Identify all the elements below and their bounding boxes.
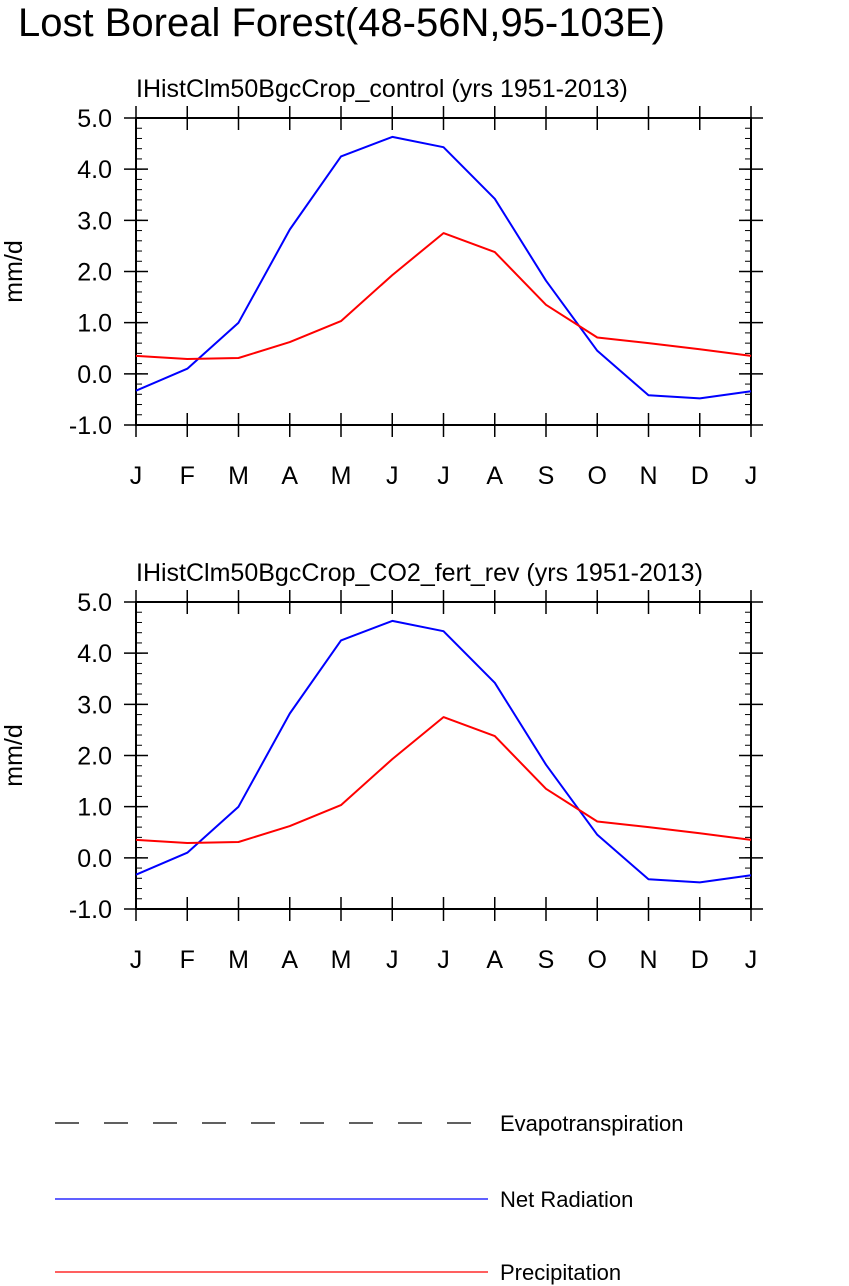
y-axis-label: mm/d — [0, 724, 28, 787]
x-tick-label: M — [331, 946, 352, 974]
x-tick-label: M — [331, 462, 352, 490]
y-tick-label: 1.0 — [77, 794, 112, 822]
y-tick-label: 4.0 — [77, 640, 112, 668]
x-tick-label: F — [180, 462, 195, 490]
x-tick-label: J — [386, 462, 399, 490]
x-tick-label: O — [588, 946, 607, 974]
x-tick-label: A — [486, 946, 503, 974]
x-tick-label: A — [281, 946, 298, 974]
legend-label: Evapotranspiration — [500, 1111, 683, 1136]
x-tick-label: J — [437, 946, 450, 974]
y-tick-label: 5.0 — [77, 589, 112, 617]
series-line-precipitation — [135, 232, 752, 360]
x-tick-label: J — [130, 462, 143, 490]
x-tick-label: D — [691, 946, 709, 974]
y-tick-label: 3.0 — [77, 207, 112, 235]
y-tick-label: 4.0 — [77, 156, 112, 184]
panel-title: IHistClm50BgcCrop_CO2_fert_rev (yrs 1951… — [136, 559, 703, 587]
plot-frame — [135, 601, 752, 910]
plots: IHistClm50BgcCrop_control (yrs 1951-2013… — [0, 75, 763, 974]
x-tick-label: N — [639, 946, 657, 974]
figure-title: Lost Boreal Forest(48-56N,95-103E) — [18, 1, 665, 45]
x-tick-label: J — [130, 946, 143, 974]
x-tick-label: J — [745, 462, 758, 490]
x-tick-label: J — [437, 462, 450, 490]
x-tick-label: J — [386, 946, 399, 974]
y-tick-label: 0.0 — [77, 845, 112, 873]
x-tick-label: M — [228, 946, 249, 974]
legend-label: Precipitation — [500, 1260, 621, 1285]
x-tick-label: J — [745, 946, 758, 974]
x-tick-label: S — [538, 462, 555, 490]
y-tick-label: -1.0 — [69, 896, 112, 924]
x-tick-label: A — [281, 462, 298, 490]
x-tick-label: O — [588, 462, 607, 490]
y-axis-label: mm/d — [0, 240, 28, 303]
legend: Evapotranspiration Net Radiation Precipita… — [55, 1111, 683, 1285]
y-tick-label: 2.0 — [77, 259, 112, 287]
y-tick-label: 5.0 — [77, 105, 112, 133]
plot-frame — [135, 117, 752, 426]
series-line-net-radiation — [135, 619, 752, 884]
panel-title: IHistClm50BgcCrop_control (yrs 1951-2013… — [136, 75, 628, 103]
x-tick-label: A — [486, 462, 503, 490]
series-line-net-radiation — [135, 135, 752, 400]
legend-label: Net Radiation — [500, 1187, 633, 1212]
y-tick-label: 3.0 — [77, 691, 112, 719]
series-line-precipitation — [135, 716, 752, 844]
x-tick-label: M — [228, 462, 249, 490]
chart-panel-1: IHistClm50BgcCrop_control (yrs 1951-2013… — [0, 75, 763, 490]
y-tick-label: 1.0 — [77, 310, 112, 338]
y-tick-label: 2.0 — [77, 743, 112, 771]
y-tick-label: -1.0 — [69, 412, 112, 440]
x-tick-label: F — [180, 946, 195, 974]
x-tick-label: N — [639, 462, 657, 490]
chart-panel-2: IHistClm50BgcCrop_CO2_fert_rev (yrs 1951… — [0, 559, 763, 974]
x-tick-label: D — [691, 462, 709, 490]
y-tick-label: 0.0 — [77, 361, 112, 389]
x-tick-label: S — [538, 946, 555, 974]
